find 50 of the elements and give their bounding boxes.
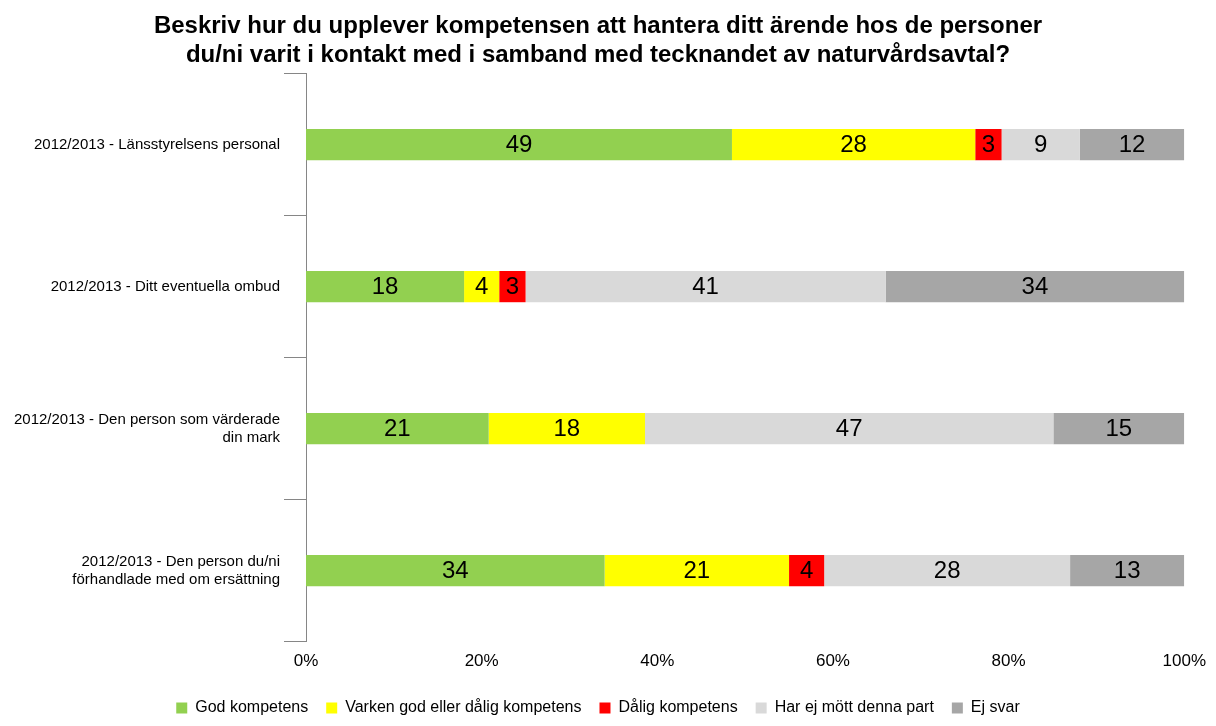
bar bbox=[525, 270, 886, 303]
x-tick-label: 20% bbox=[464, 651, 499, 671]
legend-label: Varken god eller dålig kompetens bbox=[345, 698, 582, 716]
bar bbox=[885, 270, 1185, 303]
legend-label: God kompetens bbox=[195, 698, 309, 716]
data-label: 47 bbox=[835, 414, 863, 442]
data-label: 28 bbox=[933, 556, 961, 584]
bar bbox=[1001, 128, 1080, 161]
data-label: 21 bbox=[683, 556, 711, 584]
y-tick-label: 2012/2013 - Länsstyrelsens personal bbox=[34, 134, 280, 152]
y-tick-label: 2012/2013 - Den person som värderade din mark bbox=[13, 409, 281, 445]
legend-label: Dålig kompetens bbox=[618, 698, 738, 716]
data-label: 3 bbox=[981, 130, 996, 158]
data-label: 34 bbox=[1021, 272, 1049, 300]
bar bbox=[1053, 412, 1185, 445]
bar bbox=[488, 412, 646, 445]
x-tick-label: 100% bbox=[1162, 651, 1206, 671]
bar bbox=[1070, 554, 1185, 587]
bar bbox=[824, 554, 1071, 587]
bar bbox=[604, 554, 790, 587]
data-label: 21 bbox=[383, 414, 411, 442]
bar bbox=[306, 412, 489, 445]
x-tick-label: 0% bbox=[293, 651, 319, 671]
data-label: 15 bbox=[1105, 414, 1133, 442]
data-label: 49 bbox=[505, 130, 533, 158]
x-tick-label: 80% bbox=[991, 651, 1026, 671]
bar bbox=[306, 270, 465, 303]
data-label: 9 bbox=[1033, 130, 1048, 158]
legend-label: Ej svar bbox=[970, 698, 1021, 716]
data-label: 4 bbox=[799, 556, 814, 584]
data-label: 28 bbox=[840, 130, 867, 158]
data-label: 12 bbox=[1118, 130, 1146, 158]
data-label: 18 bbox=[371, 272, 399, 300]
bar bbox=[645, 412, 1054, 445]
data-label: 3 bbox=[505, 272, 520, 300]
y-tick-label: 2012/2013 - Den person du/ni förhandlade med om ersättning bbox=[72, 551, 280, 587]
bar bbox=[1079, 128, 1185, 161]
data-label: 34 bbox=[441, 556, 469, 584]
y-tick-label: 2012/2013 - Ditt eventuella ombud bbox=[50, 276, 280, 294]
data-label: 41 bbox=[692, 272, 719, 300]
chart-title: Beskriv hur du upplever kompetensen att hantera ditt ärende hos de personer du/ni varit i kontakt med i samband med tecknandet av naturvårdsavtal? bbox=[153, 11, 1043, 67]
x-tick-label: 60% bbox=[815, 651, 850, 671]
x-tick-label: 40% bbox=[640, 651, 675, 671]
data-label: 18 bbox=[553, 414, 581, 442]
bar bbox=[306, 128, 732, 161]
data-label: 13 bbox=[1113, 556, 1141, 584]
legend-label: Har ej mött denna part bbox=[774, 698, 935, 716]
bar bbox=[731, 128, 976, 161]
data-label: 4 bbox=[474, 272, 489, 300]
bar bbox=[306, 554, 605, 587]
